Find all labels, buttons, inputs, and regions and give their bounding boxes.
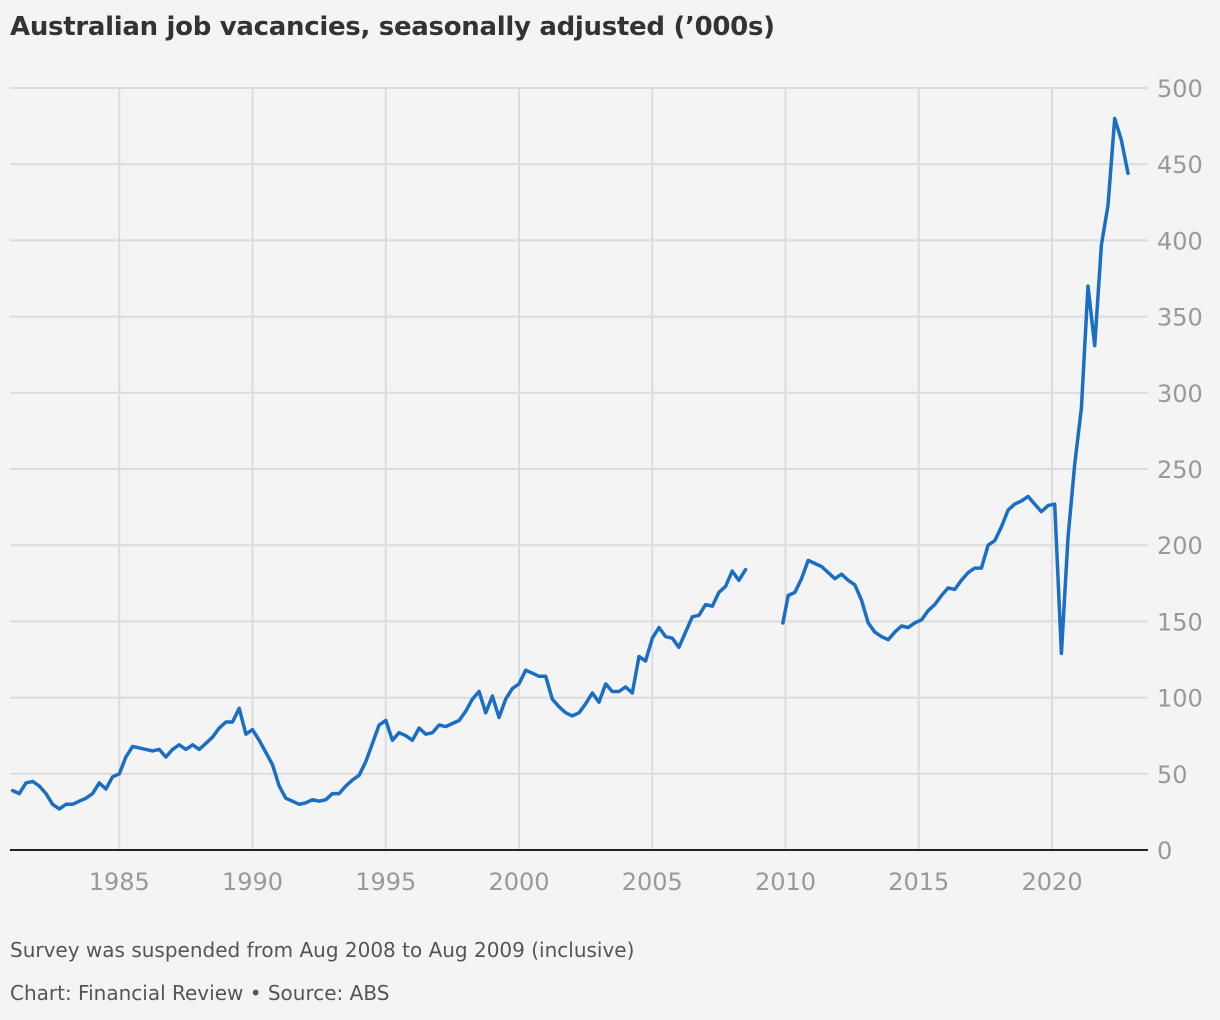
y-tick-label: 450 — [1157, 151, 1203, 179]
y-tick-label: 200 — [1157, 532, 1203, 560]
footnote-suspension: Survey was suspended from Aug 2008 to Au… — [10, 938, 635, 962]
y-tick-label: 100 — [1157, 685, 1203, 713]
y-tick-label: 50 — [1157, 761, 1188, 789]
chart-title: Australian job vacancies, seasonally adj… — [10, 12, 775, 42]
y-tick-label: 150 — [1157, 608, 1203, 636]
x-tick-label: 2015 — [888, 868, 949, 896]
series-lines — [10, 116, 1130, 811]
x-tick-label: 2000 — [488, 868, 549, 896]
x-tick-label: 1995 — [355, 868, 416, 896]
y-gridlines — [10, 87, 1148, 775]
x-gridlines — [118, 88, 1054, 850]
y-tick-label: 400 — [1157, 227, 1203, 255]
series-line-segment-1 — [10, 567, 748, 811]
y-tick-label: 500 — [1157, 75, 1203, 103]
x-tick-label: 2010 — [755, 868, 816, 896]
chart-source: Chart: Financial Review • Source: ABS — [10, 981, 390, 1005]
y-tick-label: 350 — [1157, 304, 1203, 332]
x-tick-label: 1990 — [222, 868, 283, 896]
y-tick-label: 300 — [1157, 380, 1203, 408]
x-tick-label: 2020 — [1022, 868, 1083, 896]
x-tick-labels: 1985 1990 1995 2000 2005 2010 2015 2020 — [89, 868, 1083, 896]
series-line-segment-2 — [781, 116, 1130, 656]
y-tick-label: 250 — [1157, 456, 1203, 484]
y-tick-label: 0 — [1157, 837, 1172, 865]
y-tick-labels: 0 50 100 150 200 250 300 350 400 450 500 — [1157, 75, 1203, 865]
x-tick-label: 2005 — [622, 868, 683, 896]
x-tick-label: 1985 — [89, 868, 150, 896]
